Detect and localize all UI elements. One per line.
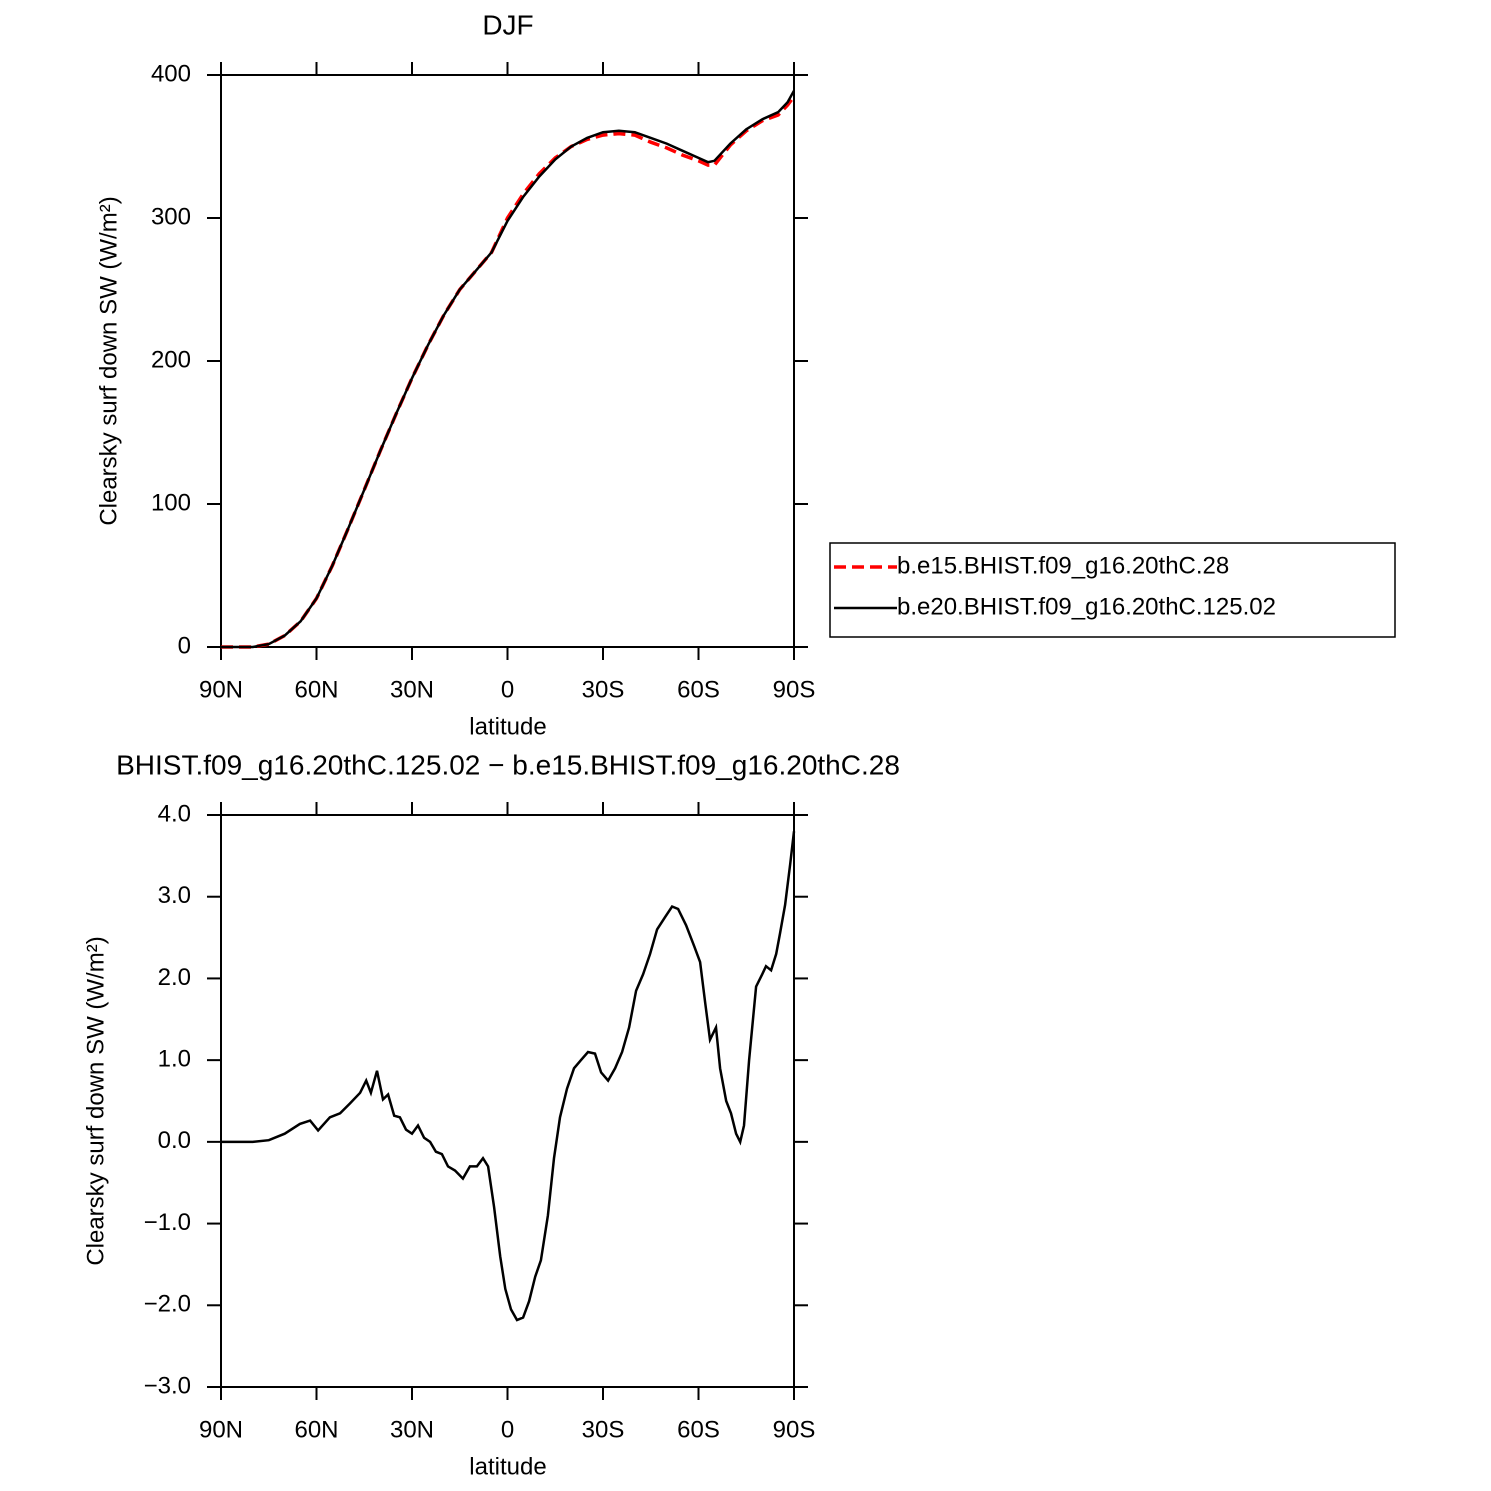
series-line	[221, 95, 796, 649]
y-axis-label: Clearsky surf down SW (W/m²)	[82, 936, 109, 1265]
y-axis-label: Clearsky surf down SW (W/m²)	[95, 196, 122, 525]
x-axis-label: latitude	[469, 1453, 546, 1480]
x-tick-label: 30S	[582, 676, 625, 703]
x-tick-label: 60N	[294, 676, 338, 703]
plot-frame	[220, 814, 795, 1388]
y-tick-label: −2.0	[144, 1291, 191, 1318]
x-tick-label: 60S	[677, 1416, 720, 1443]
y-tick-label: 4.0	[158, 800, 191, 827]
x-tick-label: 90N	[199, 676, 243, 703]
y-tick-label: 1.0	[158, 1045, 191, 1072]
x-tick-label: 60S	[677, 676, 720, 703]
x-tick-label: 90N	[199, 1416, 243, 1443]
x-tick-label: 0	[501, 676, 514, 703]
x-tick-label: 0	[501, 1416, 514, 1443]
y-tick-label: 3.0	[158, 882, 191, 909]
plot-frame	[220, 74, 795, 648]
legend-label: b.e15.BHIST.f09_g16.20thC.28	[897, 552, 1229, 579]
chart-title: DJF	[482, 9, 533, 40]
x-tick-label: 90S	[773, 1416, 816, 1443]
x-tick-label: 60N	[294, 1416, 338, 1443]
y-tick-label: −1.0	[144, 1209, 191, 1236]
legend-label: b.e20.BHIST.f09_g16.20thC.125.02	[897, 593, 1276, 620]
y-tick-label: 0.0	[158, 1127, 191, 1154]
y-tick-label: 100	[151, 489, 191, 516]
y-tick-label: −3.0	[144, 1372, 191, 1399]
series-line	[221, 831, 796, 1322]
x-tick-label: 30N	[390, 676, 434, 703]
y-tick-label: 2.0	[158, 964, 191, 991]
x-tick-label: 90S	[773, 676, 816, 703]
legend-box	[829, 542, 1396, 638]
chart-title: BHIST.f09_g16.20thC.125.02 − b.e15.BHIST…	[116, 749, 900, 780]
x-axis-label: latitude	[469, 713, 546, 740]
y-tick-label: 200	[151, 346, 191, 373]
y-tick-label: 400	[151, 60, 191, 87]
series-line	[221, 90, 796, 649]
x-tick-label: 30S	[582, 1416, 625, 1443]
y-tick-label: 0	[178, 632, 191, 659]
y-tick-label: 300	[151, 203, 191, 230]
x-tick-label: 30N	[390, 1416, 434, 1443]
